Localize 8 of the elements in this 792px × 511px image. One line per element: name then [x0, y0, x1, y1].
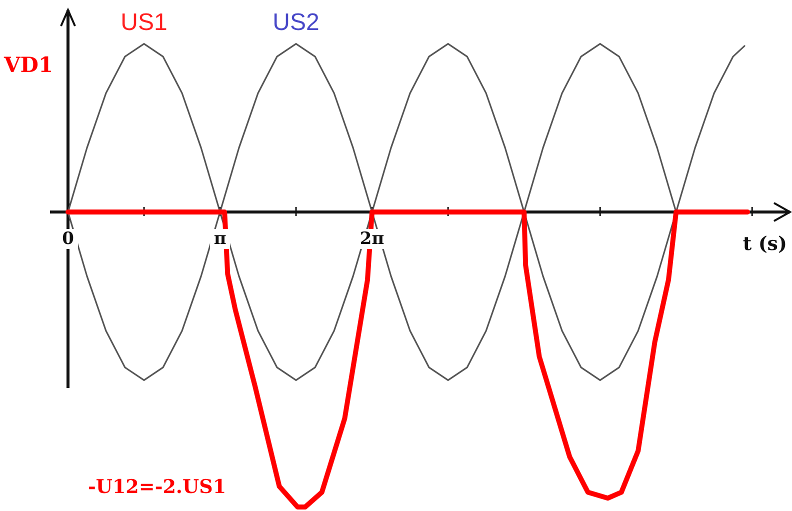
annotation: -U12=-2.US1 — [88, 476, 226, 498]
annotation: US1 — [120, 8, 168, 36]
x-axis-title: t (s) — [742, 233, 787, 255]
x-tick-label: 2π — [360, 229, 384, 249]
y-axis-title: VD1 — [3, 52, 54, 77]
annotation: US2 — [272, 8, 320, 36]
x-tick-label: π — [214, 229, 226, 249]
x-tick-label: 0 — [62, 229, 74, 249]
